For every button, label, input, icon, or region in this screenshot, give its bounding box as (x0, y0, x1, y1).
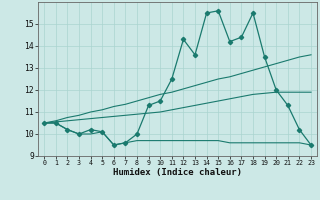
X-axis label: Humidex (Indice chaleur): Humidex (Indice chaleur) (113, 168, 242, 177)
